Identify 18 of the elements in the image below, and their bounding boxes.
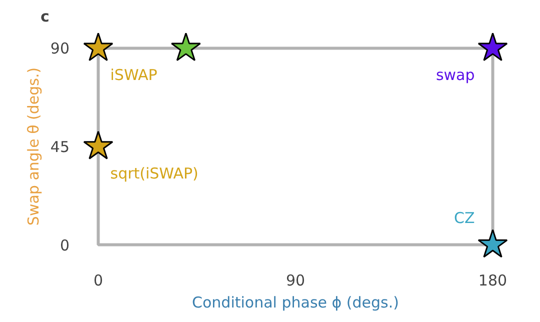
x-tick-label: 180	[478, 272, 508, 290]
x-axis-title: Conditional phase ϕ (degs.)	[192, 294, 399, 312]
x-tick-label: 0	[93, 272, 104, 290]
y-axis-title: Swap angle θ (degs.)	[24, 67, 42, 226]
series-label: iSWAP	[110, 66, 158, 84]
series-label: CZ	[454, 208, 475, 227]
point	[478, 32, 508, 62]
y-tick-label: 0	[60, 236, 70, 254]
x-tick-label: 90	[286, 272, 306, 290]
series-label: swap	[436, 66, 475, 84]
y-tick-label: 90	[50, 40, 70, 58]
point	[83, 130, 114, 160]
y-tick-label: 45	[50, 138, 70, 156]
point	[478, 229, 508, 258]
point	[83, 32, 114, 62]
chart-title: c	[40, 8, 50, 26]
series-label: sqrt(iSWAP)	[110, 164, 198, 182]
point	[170, 32, 201, 62]
